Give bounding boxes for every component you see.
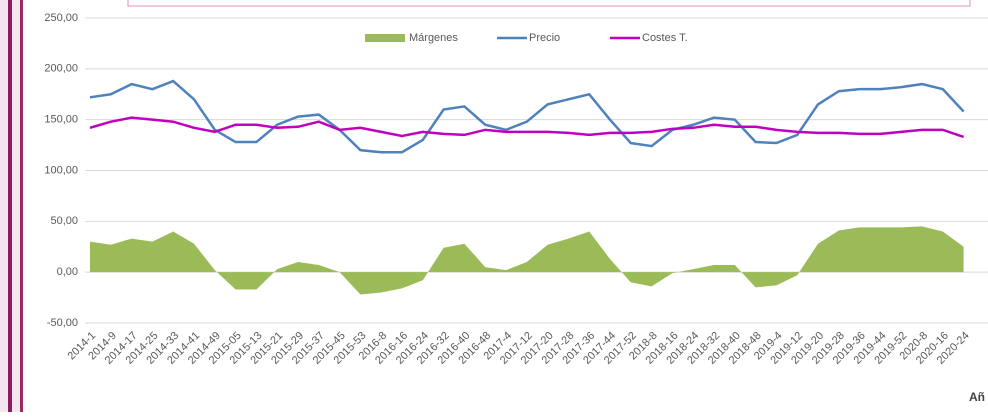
- y-tick-label: -50,00: [47, 317, 78, 329]
- y-tick-label: 100,00: [44, 164, 78, 176]
- y-tick-label: 200,00: [44, 63, 78, 75]
- legend-swatch: [365, 34, 405, 42]
- x-axis-label: Añ: [969, 390, 985, 404]
- y-tick-label: 50,00: [50, 215, 78, 227]
- title-box: [127, 0, 971, 7]
- line: [89, 116, 965, 139]
- y-tick-label: 0,00: [57, 266, 78, 278]
- area: [90, 226, 964, 295]
- y-tick-label: 250,00: [44, 12, 78, 24]
- side-border: [20, 0, 23, 412]
- line: [89, 79, 965, 154]
- legend-label: Márgenes: [409, 32, 458, 44]
- side-border: [8, 0, 12, 412]
- legend-label: Precio: [529, 32, 560, 44]
- legend-label: Costes T.: [642, 32, 688, 44]
- y-tick-label: 150,00: [44, 114, 78, 126]
